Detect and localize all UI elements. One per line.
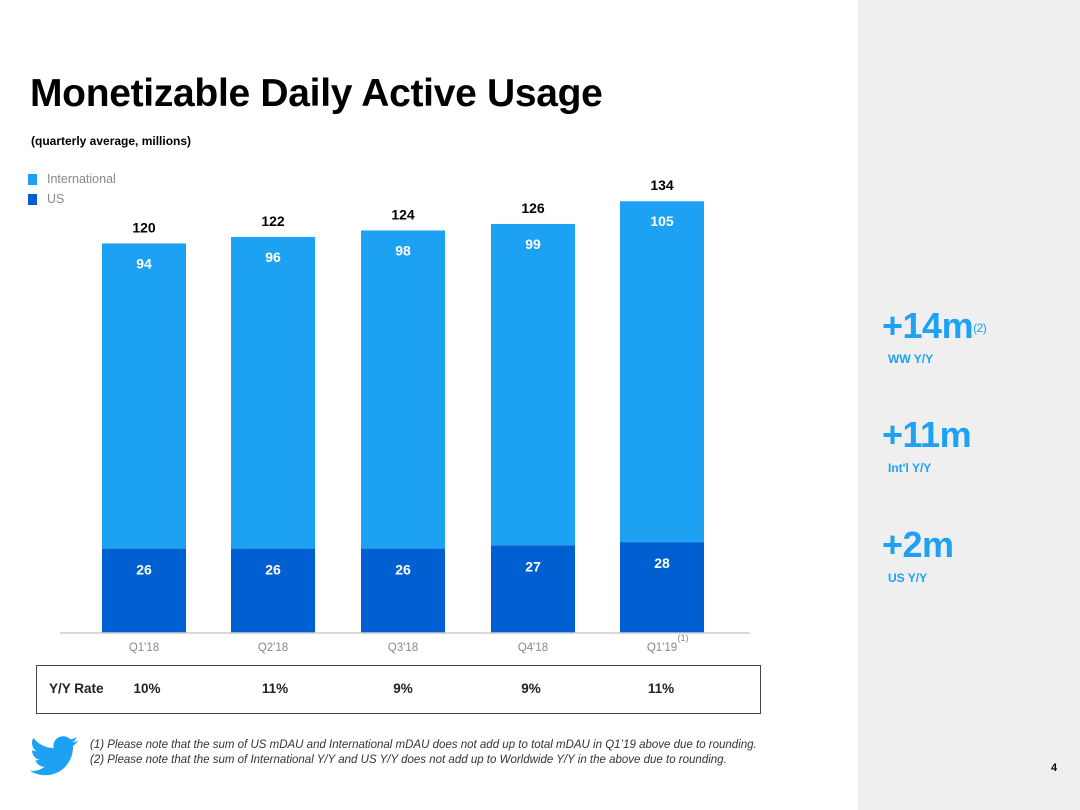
bar-label-international: 96: [265, 249, 281, 265]
yy-rate-value: 11%: [261, 681, 289, 696]
yy-rate-value: 9%: [393, 681, 413, 696]
bar-total-label: 126: [521, 200, 545, 216]
x-tick-label: Q1'19: [647, 642, 677, 654]
page-title: Monetizable Daily Active Usage: [30, 72, 603, 115]
footnote-2: (2) Please note that the sum of Internat…: [90, 753, 727, 766]
x-tick-label: Q1'18: [129, 642, 159, 654]
legend-item-us: US: [28, 189, 116, 209]
bar-international: [620, 201, 704, 543]
x-tick-label: Q2'18: [258, 642, 288, 654]
bar-label-international: 98: [395, 242, 411, 258]
stat-ww-footnote: (2): [973, 321, 987, 335]
footnotes: (1) Please note that the sum of US mDAU …: [90, 738, 770, 767]
bar-total-label: 124: [391, 206, 415, 222]
stat-ww-value: +14m: [882, 305, 974, 346]
bar-us: [102, 548, 186, 633]
page-number: 4: [1051, 762, 1058, 774]
bar-label-us: 26: [265, 562, 281, 578]
stat-intl-value: +11m: [882, 414, 972, 455]
yy-rate-value: 9%: [521, 681, 541, 696]
legend-item-international: International: [28, 169, 116, 189]
stat-intl-yy: +11m Int'l Y/Y: [882, 414, 972, 476]
bar-international: [231, 236, 315, 549]
footnote-1: (1) Please note that the sum of US mDAU …: [90, 739, 757, 751]
legend-swatch-us: [28, 193, 37, 205]
right-panel: [858, 0, 1080, 810]
bar-total-label: 120: [132, 219, 156, 235]
legend-swatch-international: [28, 173, 37, 185]
x-tick-label: Q4'18: [518, 642, 548, 654]
stacked-bar-chart: 26 94 120 Q1'18 26 96 122 Q2'18 26 98 124 Q3'18 27 99…: [60, 177, 750, 654]
stat-intl-label: Int'l Y/Y: [888, 461, 932, 475]
chart-legend: International US: [28, 169, 116, 209]
legend-label-us: US: [47, 192, 65, 206]
bar-us: [491, 545, 575, 633]
stat-us-label: US Y/Y: [888, 571, 928, 585]
bar-total-label: 134: [650, 177, 674, 193]
x-tick-footnote: (1): [678, 633, 689, 643]
chart-subtitle: (quarterly average, millions): [31, 134, 192, 148]
bar-label-international: 99: [525, 236, 541, 252]
bar-us: [231, 548, 315, 633]
bar-label-us: 26: [395, 562, 411, 578]
twitter-bird-icon: [30, 736, 78, 776]
x-tick-label: Q3'18: [388, 642, 418, 654]
bar-label-international: 94: [136, 255, 152, 271]
bar-label-us: 27: [525, 558, 541, 574]
stat-ww-label: WW Y/Y: [888, 352, 934, 366]
bar-label-us: 28: [654, 555, 670, 571]
bar-us: [620, 542, 704, 633]
bar-label-international: 105: [650, 213, 674, 229]
yy-rate-label: Y/Y Rate: [49, 681, 104, 696]
bar-international: [361, 230, 445, 549]
yy-rate-value: 11%: [647, 681, 675, 696]
bar-international: [491, 223, 575, 546]
bar-us: [361, 548, 445, 633]
yy-rate-table: Y/Y Rate 10% 11% 9% 9% 11%: [36, 665, 761, 714]
bar-international: [102, 243, 186, 549]
stat-ww-yy: +14m(2) WW Y/Y: [882, 305, 987, 367]
bar-total-label: 122: [261, 213, 285, 229]
bar-label-us: 26: [136, 562, 152, 578]
stat-us-yy: +2m US Y/Y: [882, 524, 954, 586]
stat-us-value: +2m: [882, 524, 954, 565]
legend-label-international: International: [47, 172, 116, 186]
yy-rate-value: 10%: [133, 681, 161, 696]
